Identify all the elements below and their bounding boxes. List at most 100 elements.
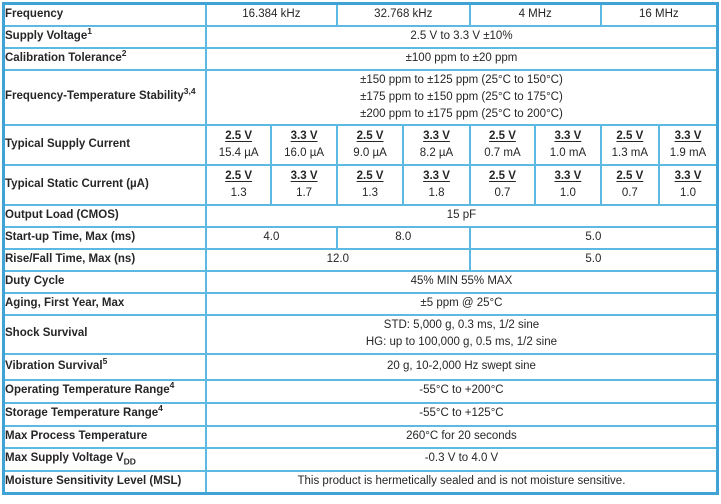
current-value: 0.7 xyxy=(621,186,638,199)
calibration-tolerance-value: ±100 ppm to ±20 ppm xyxy=(204,46,719,71)
row-rise-fall-time: Rise/Fall Time, Max (ns) 12.0 5.0 xyxy=(2,247,719,272)
current-value: 1.0 xyxy=(559,186,576,199)
supply-current-cell-4: 3.3 V 8.2 µA xyxy=(402,123,471,166)
startup-time-value-3: 5.0 xyxy=(468,225,719,250)
stability-line-2: ±175 ppm to ±150 ppm (25°C to 175°C) xyxy=(360,90,563,103)
current-value: 1.0 mA xyxy=(549,146,587,159)
current-value: 8.2 µA xyxy=(419,146,454,159)
aging-value: ±5 ppm @ 25°C xyxy=(204,291,719,316)
voltage-header: 2.5 V xyxy=(225,169,253,182)
storage-temp-range-value: -55°C to +125°C xyxy=(204,401,719,427)
row-max-process-temp: Max Process Temperature 260°C for 20 sec… xyxy=(2,424,719,449)
static-current-cell-5: 2.5 V 0.7 xyxy=(468,163,537,206)
frequency-option-3: 4 MHz xyxy=(468,2,602,27)
typical-supply-current-label: Typical Supply Current xyxy=(2,123,207,166)
datasheet-spec-page: Frequency 16.384 kHz 32.768 kHz 4 MHz 16… xyxy=(2,2,719,495)
msl-label: Moisture Sensitivity Level (MSL) xyxy=(2,469,207,495)
voltage-header: 3.3 V xyxy=(554,129,582,142)
shock-survival-line-1: STD: 5,000 g, 0.3 ms, 1/2 sine xyxy=(383,319,540,331)
max-process-temp-value: 260°C for 20 seconds xyxy=(204,424,719,449)
current-value: 1.9 mA xyxy=(669,146,707,159)
supply-voltage-value: 2.5 V to 3.3 V ±10% xyxy=(204,24,719,49)
voltage-header: 2.5 V xyxy=(616,169,644,182)
rise-fall-time-value-2: 5.0 xyxy=(468,247,719,272)
voltage-header: 3.3 V xyxy=(674,169,702,182)
voltage-header: 2.5 V xyxy=(356,129,384,142)
max-process-temp-label-text: Max Process Temperature xyxy=(5,429,148,442)
max-supply-voltage-value: -0.3 V to 4.0 V xyxy=(204,446,719,472)
row-vibration-survival: Vibration Survival5 20 g, 10-2,000 Hz sw… xyxy=(2,352,719,381)
stability-line-3: ±200 ppm to ±175 ppm (25°C to 200°C) xyxy=(360,107,563,120)
startup-time-label: Start-up Time, Max (ms) xyxy=(2,225,207,250)
operating-temp-range-value: -55°C to +200°C xyxy=(204,378,719,404)
supply-voltage-footnote: 1 xyxy=(87,25,92,36)
voltage-header: 3.3 V xyxy=(290,129,318,142)
aging-label-text: Aging, First Year, Max xyxy=(5,296,125,309)
msl-value: This product is hermetically sealed and … xyxy=(204,469,719,495)
supply-current-cell-1: 2.5 V 15.4 µA xyxy=(204,123,273,166)
output-load-value: 15 pF xyxy=(204,203,719,228)
startup-time-value-2: 8.0 xyxy=(335,225,471,250)
voltage-header: 2.5 V xyxy=(225,129,253,142)
freq-temp-stability-label-text: Frequency-Temperature Stability xyxy=(5,90,184,103)
max-supply-voltage-label: Max Supply Voltage VDD xyxy=(2,446,207,472)
current-value: 9.0 µA xyxy=(353,146,387,159)
rise-fall-time-label-text: Rise/Fall Time, Max (ns) xyxy=(5,252,136,265)
row-startup-time: Start-up Time, Max (ms) 4.0 8.0 5.0 xyxy=(2,225,719,250)
row-typical-supply-current: Typical Supply Current 2.5 V 15.4 µA 3.3… xyxy=(2,123,719,166)
rise-fall-time-label: Rise/Fall Time, Max (ns) xyxy=(2,247,207,272)
supply-current-cell-8: 3.3 V 1.9 mA xyxy=(658,123,719,166)
row-calibration-tolerance: Calibration Tolerance2 ±100 ppm to ±20 p… xyxy=(2,46,719,71)
voltage-header: 2.5 V xyxy=(489,169,516,182)
supply-current-cell-6: 3.3 V 1.0 mA xyxy=(534,123,602,166)
frequency-option-2: 32.768 kHz xyxy=(335,2,471,27)
operating-temp-range-label-text: Operating Temperature Range xyxy=(5,384,170,397)
voltage-header: 3.3 V xyxy=(674,129,702,142)
shock-survival-line-2: HG: up to 100,000 g, 0.5 ms, 1/2 sine xyxy=(365,336,558,348)
vibration-survival-footnote: 5 xyxy=(102,355,108,366)
row-aging: Aging, First Year, Max ±5 ppm @ 25°C xyxy=(2,291,719,316)
static-current-cell-7: 2.5 V 0.7 xyxy=(599,163,661,206)
vibration-survival-value: 20 g, 10-2,000 Hz swept sine xyxy=(204,352,719,381)
row-max-supply-voltage: Max Supply Voltage VDD -0.3 V to 4.0 V xyxy=(2,446,719,472)
current-value: 0.7 xyxy=(494,186,511,199)
rise-fall-time-value-1: 12.0 xyxy=(204,247,471,272)
row-supply-voltage: Supply Voltage1 2.5 V to 3.3 V ±10% xyxy=(2,24,719,49)
frequency-option-1: 16.384 kHz xyxy=(204,2,338,27)
aging-label: Aging, First Year, Max xyxy=(2,291,207,316)
vibration-survival-label-text: Vibration Survival xyxy=(5,359,103,372)
voltage-header: 3.3 V xyxy=(423,129,450,142)
current-value: 1.0 xyxy=(680,186,697,199)
supply-current-cell-3: 2.5 V 9.0 µA xyxy=(335,123,405,166)
max-supply-voltage-subscript: DD xyxy=(123,456,136,467)
calibration-tolerance-label: Calibration Tolerance2 xyxy=(2,46,207,71)
stability-line-1: ±150 ppm to ±125 ppm (25°C to 150°C) xyxy=(360,73,563,86)
static-current-cell-4: 3.3 V 1.8 xyxy=(402,163,471,206)
msl-label-text: Moisture Sensitivity Level (MSL) xyxy=(5,474,182,487)
current-value: 1.3 xyxy=(362,186,379,199)
row-freq-temp-stability: Frequency-Temperature Stability3,4 ±150 … xyxy=(2,68,719,126)
frequency-option-4: 16 MHz xyxy=(599,2,719,27)
voltage-header: 2.5 V xyxy=(616,129,644,142)
current-value: 15.4 µA xyxy=(218,146,259,159)
row-frequency: Frequency 16.384 kHz 32.768 kHz 4 MHz 16… xyxy=(2,2,719,27)
voltage-header: 3.3 V xyxy=(290,169,318,182)
freq-temp-stability-label: Frequency-Temperature Stability3,4 xyxy=(2,68,207,126)
freq-temp-stability-value: ±150 ppm to ±125 ppm (25°C to 150°C) ±17… xyxy=(204,68,719,126)
frequency-label: Frequency xyxy=(2,2,207,27)
current-value: 1.7 xyxy=(296,186,313,199)
calibration-tolerance-label-text: Calibration Tolerance xyxy=(5,51,122,64)
duty-cycle-value: 45% MIN 55% MAX xyxy=(204,269,719,294)
supply-current-cell-5: 2.5 V 0.7 mA xyxy=(468,123,537,166)
output-load-label-text: Output Load (CMOS) xyxy=(5,208,119,221)
voltage-header: 2.5 V xyxy=(356,169,384,182)
static-current-cell-8: 3.3 V 1.0 xyxy=(658,163,719,206)
static-current-cell-2: 3.3 V 1.7 xyxy=(270,163,338,206)
supply-current-cell-2: 3.3 V 16.0 µA xyxy=(270,123,338,166)
supply-current-cell-7: 2.5 V 1.3 mA xyxy=(599,123,661,166)
supply-voltage-label: Supply Voltage1 xyxy=(2,24,207,49)
voltage-header: 3.3 V xyxy=(554,169,582,182)
vibration-survival-label: Vibration Survival5 xyxy=(2,352,207,381)
current-value: 1.3 mA xyxy=(611,146,649,159)
output-load-label: Output Load (CMOS) xyxy=(2,203,207,228)
